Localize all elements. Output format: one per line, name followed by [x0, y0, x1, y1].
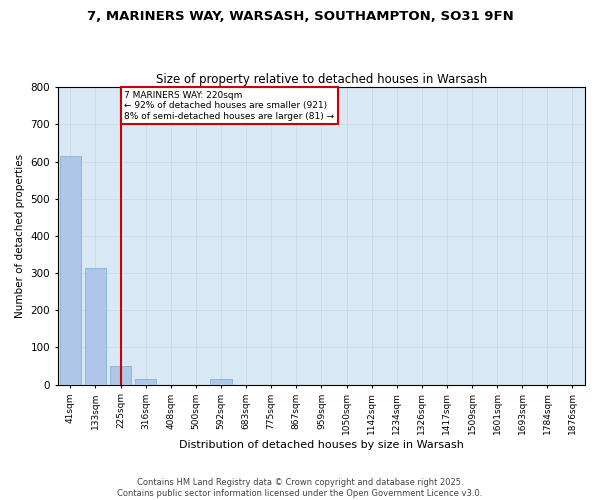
- Bar: [211, 380, 232, 384]
- Text: 7, MARINERS WAY, WARSASH, SOUTHAMPTON, SO31 9FN: 7, MARINERS WAY, WARSASH, SOUTHAMPTON, S…: [86, 10, 514, 23]
- Text: Contains HM Land Registry data © Crown copyright and database right 2025.
Contai: Contains HM Land Registry data © Crown c…: [118, 478, 482, 498]
- X-axis label: Distribution of detached houses by size in Warsash: Distribution of detached houses by size …: [179, 440, 464, 450]
- Bar: [85, 268, 106, 384]
- Bar: [110, 366, 131, 384]
- Bar: [135, 379, 157, 384]
- Bar: [60, 156, 81, 384]
- Title: Size of property relative to detached houses in Warsash: Size of property relative to detached ho…: [156, 73, 487, 86]
- Text: 7 MARINERS WAY: 220sqm
← 92% of detached houses are smaller (921)
8% of semi-det: 7 MARINERS WAY: 220sqm ← 92% of detached…: [124, 91, 334, 120]
- Y-axis label: Number of detached properties: Number of detached properties: [15, 154, 25, 318]
